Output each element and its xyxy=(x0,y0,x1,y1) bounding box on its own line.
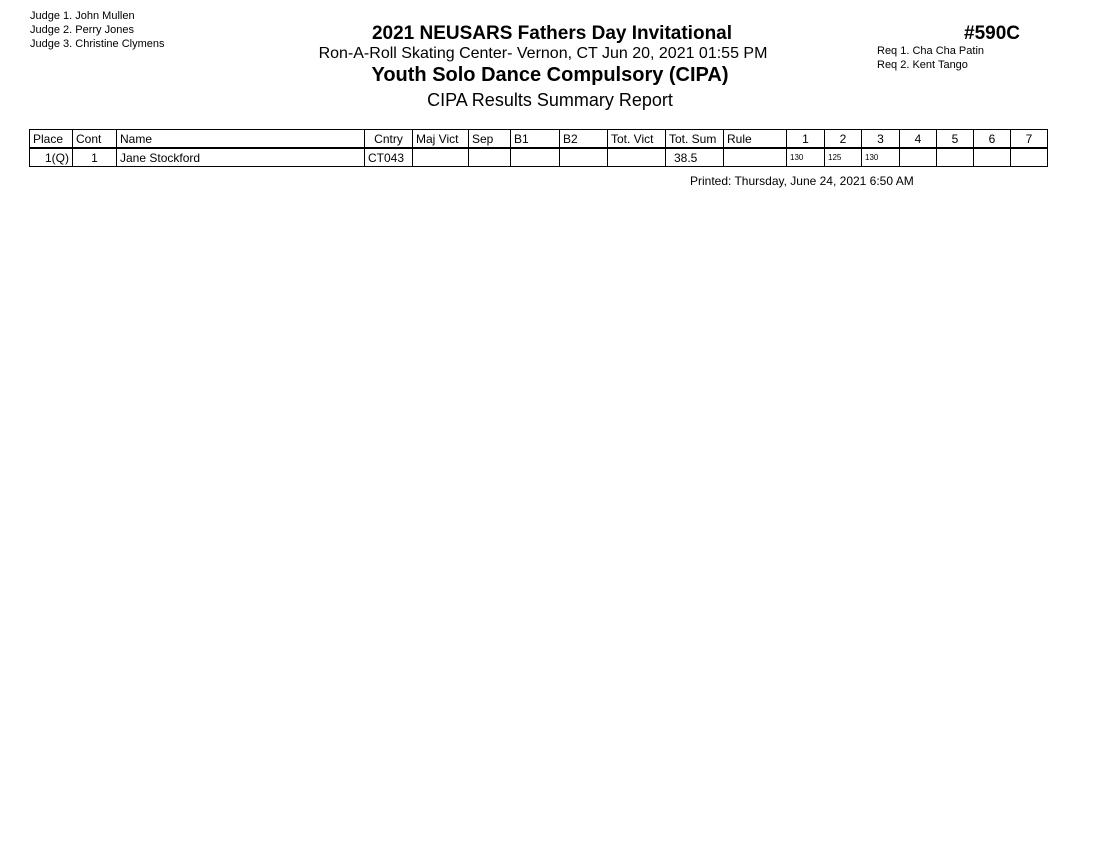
column-header: 1 xyxy=(786,129,825,149)
column-header: Maj Vict xyxy=(412,129,469,149)
table-cell: Jane Stockford xyxy=(116,147,365,167)
table-cell xyxy=(468,147,511,167)
judges-list: Judge 1. John Mullen Judge 2. Perry Jone… xyxy=(30,9,165,51)
column-header: 2 xyxy=(824,129,862,149)
table-cell: 38.5 xyxy=(665,147,724,167)
table-cell: CT043 xyxy=(364,147,413,167)
judge-2: Judge 2. Perry Jones xyxy=(30,24,134,36)
table-header-row: Place Cont Name Cntry Maj Vict Sep B1 B2 Tot. Vi… xyxy=(29,129,1048,149)
event-number: #590C xyxy=(964,23,1020,44)
column-header: Place xyxy=(29,129,73,149)
report-title: CIPA Results Summary Report xyxy=(427,90,673,110)
competition-title: 2021 NEUSARS Fathers Day Invitational xyxy=(371,23,733,44)
column-header: Cont xyxy=(72,129,117,149)
column-header: Name xyxy=(116,129,365,149)
judge-3: Judge 3. Christine Clymens xyxy=(30,38,165,50)
table-cell xyxy=(723,147,787,167)
table-cell xyxy=(973,147,1011,167)
printed-timestamp: Printed: Thursday, June 24, 2021 6:50 AM xyxy=(690,174,914,188)
column-header: 7 xyxy=(1010,129,1048,149)
column-header: 5 xyxy=(936,129,974,149)
table-cell xyxy=(412,147,469,167)
column-header: 4 xyxy=(899,129,937,149)
table-row: 1(Q) 1 Jane Stockford CT043 38.5 130 125 130 xyxy=(29,147,1048,167)
column-header: Tot. Vict xyxy=(607,129,666,149)
table-cell: 125 xyxy=(824,147,862,167)
event-title: Youth Solo Dance Compulsory (CIPA) xyxy=(371,64,729,86)
column-header: B1 xyxy=(510,129,560,149)
column-header: Cntry xyxy=(364,129,413,149)
table-cell xyxy=(899,147,937,167)
table-cell: 1 xyxy=(72,147,117,167)
table-cell: 130 xyxy=(786,147,825,167)
requirement-1: Req 1. Cha Cha Patin xyxy=(877,45,985,57)
column-header: 6 xyxy=(973,129,1011,149)
requirements-list: Req 1. Cha Cha Patin Req 2. Kent Tango xyxy=(877,44,984,72)
table-cell xyxy=(559,147,608,167)
column-header: Rule xyxy=(723,129,787,149)
column-header: Tot. Sum xyxy=(665,129,724,149)
column-header: B2 xyxy=(559,129,608,149)
table-cell xyxy=(510,147,560,167)
table-cell: 1(Q) xyxy=(29,147,73,167)
table-cell xyxy=(936,147,974,167)
results-table: Place Cont Name Cntry Maj Vict Sep B1 B2 Tot. Vi… xyxy=(29,129,1048,167)
table-cell: 130 xyxy=(861,147,900,167)
venue-date: Ron-A-Roll Skating Center- Vernon, CT Ju… xyxy=(318,45,768,62)
table-cell xyxy=(607,147,666,167)
table-cell xyxy=(1010,147,1048,167)
judge-1: Judge 1. John Mullen xyxy=(30,10,135,22)
requirement-2: Req 2. Kent Tango xyxy=(877,59,968,71)
column-header: Sep xyxy=(468,129,511,149)
column-header: 3 xyxy=(861,129,900,149)
